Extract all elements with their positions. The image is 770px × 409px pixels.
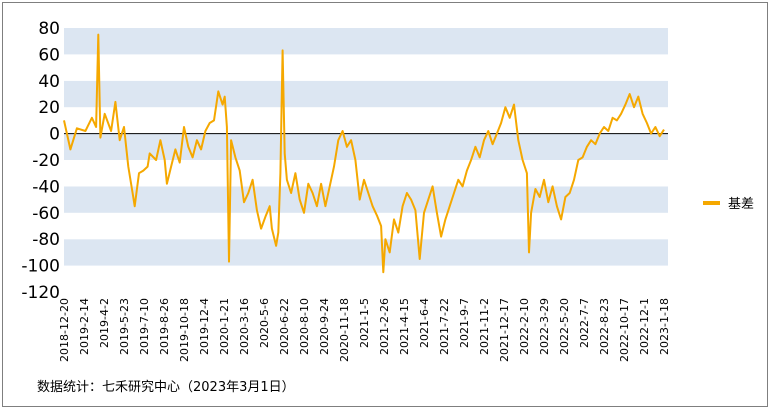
x-tick-label: 2021-9-7	[458, 298, 471, 348]
y-tick-label: -20	[32, 151, 60, 171]
grid-band	[64, 54, 668, 81]
y-tick-label: 20	[38, 98, 60, 118]
y-tick-label: 40	[38, 72, 60, 92]
grid-band	[64, 133, 668, 160]
y-tick-label: 0	[49, 125, 60, 145]
background-bands	[64, 28, 668, 292]
x-tick-label: 2022-10-17	[618, 298, 631, 362]
x-tick-label: 2019-10-18	[178, 298, 191, 362]
x-tick-label: 2019-5-23	[118, 298, 131, 355]
grid-band	[64, 80, 668, 108]
x-tick-label: 2020-1-21	[218, 298, 231, 355]
legend: 基差	[703, 197, 754, 212]
x-tick-label: 2021-12-17	[498, 298, 511, 362]
x-tick-label: 2022-7-7	[578, 298, 591, 348]
x-tick-label: 2022-3-29	[538, 298, 551, 355]
grid-band	[64, 107, 668, 134]
y-tick-label: 60	[38, 45, 60, 65]
grid-band	[64, 28, 668, 55]
legend-label: 基差	[728, 197, 754, 212]
x-tick-label: 2019-7-10	[138, 298, 151, 355]
y-tick-label: -120	[21, 283, 60, 303]
x-tick-label: 2019-2-14	[78, 298, 91, 355]
source-note: 数据统计：七禾研究中心（2023年3月1日）	[37, 380, 295, 395]
y-tick-label: -80	[32, 230, 60, 250]
x-tick-label: 2020-3-16	[238, 298, 251, 355]
x-tick-label: 2022-12-1	[638, 298, 651, 355]
grid-band	[64, 186, 668, 213]
x-tick-label: 2019-8-26	[158, 298, 171, 355]
x-tick-label: 2020-11-18	[338, 298, 351, 362]
x-tick-label: 2021-1-5	[358, 298, 371, 348]
y-tick-label: 80	[38, 19, 60, 39]
x-tick-label: 2019-12-4	[198, 298, 211, 355]
x-tick-label: 2020-6-22	[278, 298, 291, 355]
grid-band	[64, 212, 668, 240]
x-tick-label: 2021-6-4	[418, 298, 431, 348]
x-tick-label: 2021-2-26	[378, 298, 391, 355]
x-tick-label: 2022-2-10	[518, 298, 531, 355]
series-layer	[63, 33, 665, 274]
x-tick-label: 2019-4-2	[98, 298, 111, 348]
y-axis-ticks: 80 60 40 20 0 -20 -40 -60 -80 -100 -120	[21, 19, 60, 303]
grid-band	[64, 265, 668, 292]
x-axis-ticks: 2018-12-20 2019-2-14 2019-4-2 2019-5-23 2019…	[58, 298, 671, 362]
x-tick-label: 2020-5-6	[258, 298, 271, 348]
x-tick-label: 2021-4-15	[398, 298, 411, 355]
y-tick-label: -100	[21, 257, 60, 277]
x-tick-label: 2018-12-20	[58, 298, 71, 362]
x-tick-label: 2023-1-18	[658, 298, 671, 355]
x-tick-label: 2022-8-23	[598, 298, 611, 355]
series-line-basis	[63, 33, 665, 274]
x-tick-label: 2021-7-22	[438, 298, 451, 355]
x-tick-label: 2021-11-2	[478, 298, 491, 355]
x-tick-label: 2022-5-20	[558, 298, 571, 355]
x-tick-label: 2020-9-24	[318, 298, 331, 355]
y-tick-label: -40	[32, 177, 60, 197]
grid-band	[64, 239, 668, 266]
x-tick-label: 2020-8-10	[298, 298, 311, 355]
y-tick-label: -60	[32, 204, 60, 224]
